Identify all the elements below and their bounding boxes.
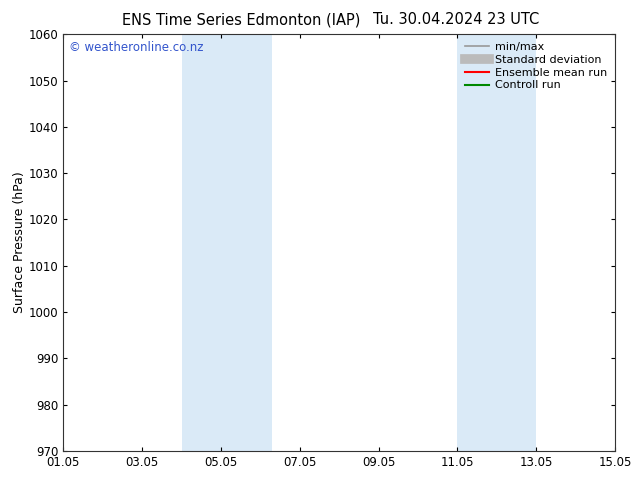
Legend: min/max, Standard deviation, Ensemble mean run, Controll run: min/max, Standard deviation, Ensemble me… [463, 40, 609, 93]
Text: © weatheronline.co.nz: © weatheronline.co.nz [69, 41, 204, 53]
Text: ENS Time Series Edmonton (IAP): ENS Time Series Edmonton (IAP) [122, 12, 360, 27]
Bar [457, 34, 536, 451]
Text: Tu. 30.04.2024 23 UTC: Tu. 30.04.2024 23 UTC [373, 12, 540, 27]
Bar [181, 34, 272, 451]
Y-axis label: Surface Pressure (hPa): Surface Pressure (hPa) [13, 172, 26, 314]
